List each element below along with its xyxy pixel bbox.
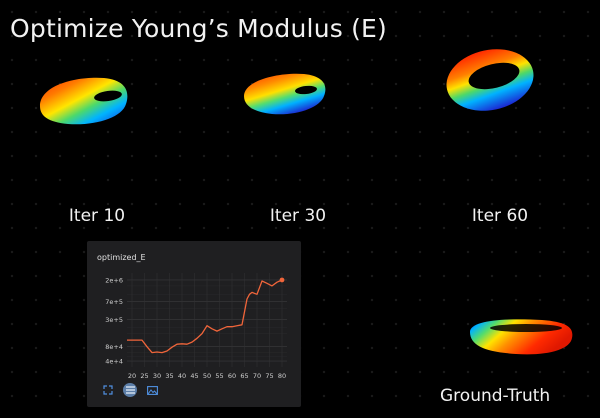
- chart-panel: optimized_E 4e+4 8e+4 3e+5 7e+5 2e+6 20 25 30 35…: [87, 241, 301, 407]
- iter-label: Iter 60: [471, 206, 529, 226]
- image-icon[interactable]: [145, 383, 159, 397]
- x-tick-label: 55: [215, 372, 223, 380]
- series-end-point: [279, 277, 285, 283]
- x-tick-label: 40: [178, 372, 186, 380]
- chart-title: optimized_E: [97, 253, 146, 262]
- y-tick-label: 7e+5: [105, 298, 123, 306]
- torus-render-iter-30: [244, 73, 326, 115]
- x-tick-label: 50: [203, 372, 211, 380]
- x-tick-label: 30: [153, 372, 161, 380]
- x-tick-label: 80: [278, 372, 286, 380]
- x-tick-label: 45: [190, 372, 198, 380]
- x-tick-label: 65: [240, 372, 248, 380]
- x-tick-label: 75: [265, 372, 273, 380]
- expand-icon[interactable]: [101, 383, 115, 397]
- x-tick-label: 25: [140, 372, 148, 380]
- ground-truth-label: Ground-Truth: [440, 386, 551, 406]
- y-tick-label: 3e+5: [105, 316, 123, 324]
- x-tick-label: 60: [228, 372, 236, 380]
- y-tick-label: 4e+4: [105, 358, 123, 366]
- page-title: Optimize Young’s Modulus (E): [10, 14, 388, 43]
- torus-render-iter-10: [40, 77, 128, 125]
- x-tick-label: 20: [128, 372, 136, 380]
- x-tick-label: 35: [165, 372, 173, 380]
- chart-toolbar: [101, 383, 159, 397]
- torus-render-iter-60: [446, 49, 534, 111]
- torus-render-ground-truth: [470, 319, 573, 355]
- x-tick-label: 70: [253, 372, 261, 380]
- y-tick-label: 2e+6: [105, 276, 123, 284]
- y-tick-label: 8e+4: [105, 343, 123, 351]
- series-line-optimized-e: [127, 279, 283, 354]
- line-chart: 4e+4 8e+4 3e+5 7e+5 2e+6 20 25 30 35 40 45 50 55 60 65…: [105, 273, 287, 380]
- iter-label: Iter 30: [269, 206, 327, 226]
- iter-label: Iter 10: [68, 206, 126, 226]
- lines-icon[interactable]: [123, 383, 137, 397]
